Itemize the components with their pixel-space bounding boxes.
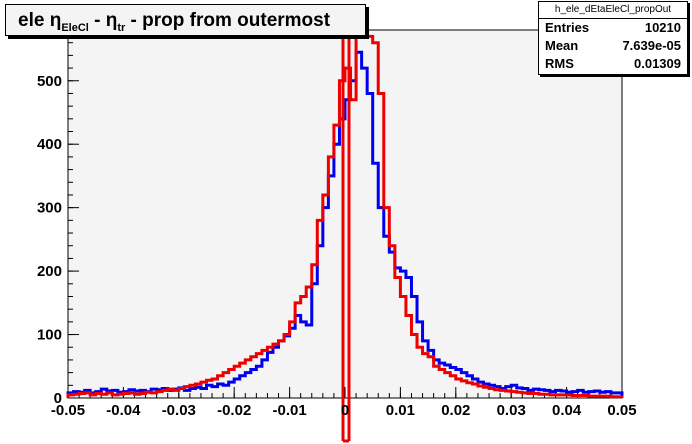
x-tick-label: 0.02 — [441, 402, 470, 419]
x-axis-labels: -0.05 -0.04 -0.03 -0.02 -0.01 0 0.01 0.02 0.03 0.… — [51, 402, 637, 419]
chart-title: ele ηEleCl - ηtr - prop from outermost — [5, 4, 366, 36]
stats-value: 7.639e-05 — [622, 38, 681, 53]
title-sub-tr: tr — [117, 22, 126, 34]
stats-label: Entries — [545, 20, 590, 35]
stats-box: h_ele_dEtaEleCl_propOut Entries 10210 Me… — [538, 1, 688, 75]
title-sub-elecl: EleCl — [61, 22, 89, 34]
plot-area — [67, 29, 623, 399]
title-suffix: - prop from outermost — [125, 10, 331, 31]
x-tick-label: 0 — [341, 402, 349, 419]
x-tick-label: 0.05 — [607, 402, 636, 419]
x-tick-label: -0.05 — [51, 402, 85, 419]
y-tick-label: 0 — [54, 390, 62, 407]
x-tick-label: 0.01 — [386, 402, 415, 419]
y-axis-labels: 0 100 200 300 400 500 — [37, 73, 62, 407]
stats-row-rms: RMS 0.01309 — [539, 55, 687, 73]
stats-label: Mean — [545, 38, 579, 53]
y-tick-label: 100 — [37, 327, 62, 344]
title-middle: - η — [88, 10, 118, 31]
x-tick-label: -0.02 — [217, 402, 251, 419]
x-tick-label: -0.03 — [162, 402, 196, 419]
stats-row-mean: Mean 7.639e-05 — [539, 37, 687, 55]
x-tick-label: -0.04 — [106, 402, 141, 419]
stats-histogram-name: h_ele_dEtaEleCl_propOut — [539, 2, 687, 19]
x-tick-label: -0.01 — [272, 402, 306, 419]
y-tick-label: 200 — [37, 263, 62, 280]
x-tick-label: 0.03 — [497, 402, 526, 419]
y-tick-label: 500 — [37, 73, 62, 90]
stats-row-entries: Entries 10210 — [539, 19, 687, 37]
y-tick-label: 300 — [37, 200, 62, 217]
series-red-histogram — [66, 15, 624, 399]
series-blue-histogram — [66, 50, 624, 398]
stats-value: 0.01309 — [634, 56, 681, 71]
stats-label: RMS — [545, 56, 574, 71]
title-prefix: ele η — [18, 10, 62, 31]
series-layer — [66, 15, 624, 443]
x-tick-label: 0.04 — [552, 402, 582, 419]
y-tick-label: 400 — [37, 136, 62, 153]
stats-value: 10210 — [644, 20, 681, 35]
